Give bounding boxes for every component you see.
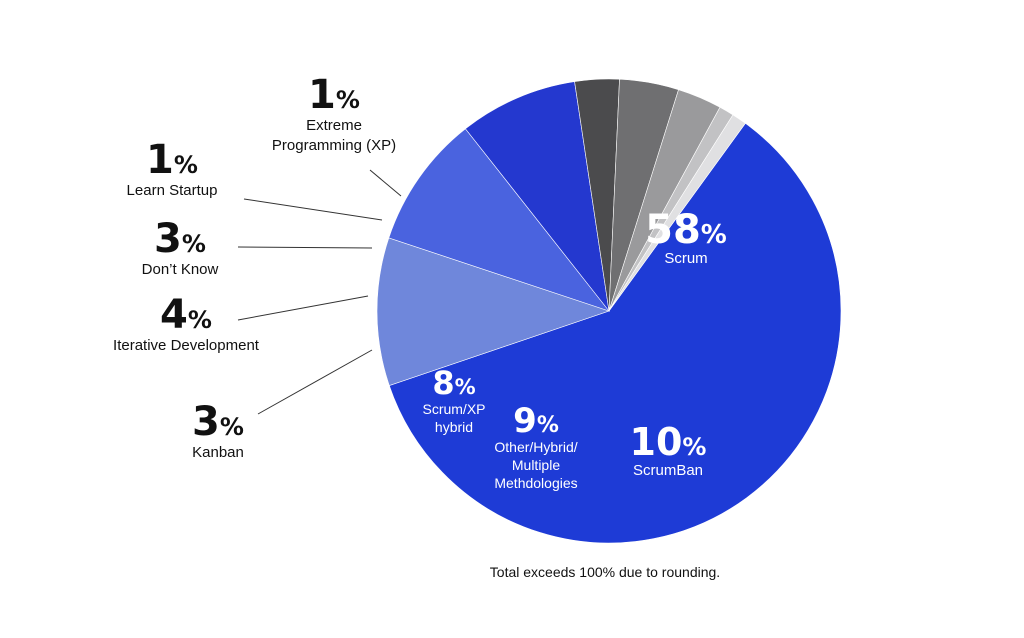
slice-name-iterative-development: Iterative Development — [113, 337, 260, 354]
slice-label-iterative-development: 4%Iterative Development — [113, 292, 260, 354]
slice-label-scrum-xp-hybrid: 8%Scrum/XP hybrid — [422, 364, 485, 435]
slice-name-other-hybrid-multiple-methdologies-3: Methdologies — [494, 475, 577, 491]
footnote: Total exceeds 100% due to rounding. — [489, 564, 721, 580]
slice-percent-other-hybrid-multiple-methdologies: 9% — [513, 401, 559, 441]
pie-slice-scrumban — [376, 237, 610, 386]
pie-slice-scrum — [388, 122, 842, 544]
slice-name-scrum-xp-hybrid-1: Scrum/XP — [422, 401, 485, 417]
slice-name-scrum: Scrum — [664, 250, 707, 267]
slice-name-don-t-know: Don’t Know — [142, 261, 219, 278]
slice-label-learn-startup: 1%Learn Startup — [127, 137, 218, 199]
slice-label-don-t-know: 3%Don’t Know — [142, 216, 219, 278]
slice-percent-kanban: 3% — [192, 399, 244, 445]
slice-percent-don-t-know: 3% — [154, 216, 206, 262]
slice-name-other-hybrid-multiple-methdologies-2: Multiple — [512, 457, 560, 473]
slice-name-extreme-programming-xp-2: Programming (XP) — [272, 137, 396, 154]
slice-percent-iterative-development: 4% — [160, 292, 212, 338]
leader-line-learn-startup — [243, 198, 383, 221]
slice-label-kanban: 3%Kanban — [192, 399, 244, 461]
pie-slice-scrum-xp-hybrid — [465, 81, 610, 313]
leader-line-extreme-programming-xp — [369, 169, 402, 197]
leader-line-kanban — [257, 349, 373, 415]
slice-label-extreme-programming-xp: 1%Extreme Programming (XP) — [272, 72, 396, 154]
slice-percent-scrumban: 10% — [630, 420, 707, 464]
slice-name-learn-startup: Learn Startup — [127, 182, 218, 199]
leader-line-don-t-know — [237, 246, 373, 249]
slice-percent-learn-startup: 1% — [146, 137, 198, 183]
pie-slice-other-hybrid-multiple-methdologies — [388, 128, 610, 312]
pie-slice-extreme-programming-xp — [608, 114, 746, 312]
leader-line-iterative-development — [237, 295, 369, 321]
slice-name-other-hybrid-multiple-methdologies-1: Other/Hybrid/ — [494, 439, 577, 455]
slice-percent-scrum-xp-hybrid: 8% — [432, 364, 475, 402]
slice-name-scrum-xp-hybrid-2: hybrid — [435, 419, 473, 435]
slice-percent-extreme-programming-xp: 1% — [308, 72, 360, 118]
slice-name-extreme-programming-xp-1: Extreme — [306, 117, 362, 134]
slice-label-scrum: 58%Scrum — [645, 207, 727, 267]
slice-name-kanban: Kanban — [192, 444, 244, 461]
slice-name-scrumban: ScrumBan — [633, 462, 703, 479]
slice-label-other-hybrid-multiple-methdologies: 9%Other/Hybrid/Multiple Methdologies — [494, 401, 577, 491]
slice-percent-scrum: 58% — [645, 207, 727, 253]
slice-label-scrumban: 10%ScrumBan — [630, 420, 707, 479]
